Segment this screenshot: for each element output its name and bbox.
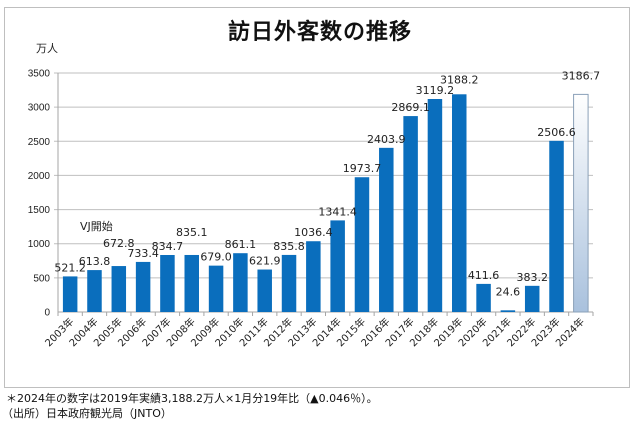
bar	[62, 276, 78, 312]
bar	[500, 310, 516, 312]
bar	[427, 99, 443, 312]
bar	[111, 266, 127, 312]
data-label: 1036.4	[294, 226, 333, 239]
data-label: 672.8	[103, 237, 135, 250]
footnote-estimate: ＊2024年の数字は2019年実績3,188.2万人×1月分19年比（▲0.04…	[6, 392, 378, 405]
y-axis-unit-label: 万人	[36, 42, 58, 55]
data-label: 1341.4	[318, 205, 357, 218]
data-label: 24.6	[496, 285, 521, 298]
data-label: 411.6	[468, 269, 500, 282]
bar	[379, 147, 394, 312]
bar	[354, 177, 370, 312]
data-label: 613.8	[79, 255, 111, 268]
data-label: 1973.7	[343, 162, 382, 175]
data-label: 621.9	[249, 255, 281, 268]
y-tick-label: 0	[44, 308, 50, 319]
data-label: 3186.7	[562, 69, 601, 82]
bar	[233, 253, 248, 312]
bar	[330, 220, 345, 312]
data-label: 679.0	[200, 251, 232, 264]
data-label: 834.7	[152, 240, 184, 253]
chart-title: 訪日外客数の推移	[227, 20, 412, 45]
chart-frame	[4, 7, 630, 388]
data-label: 3119.2	[416, 84, 455, 97]
data-label: 3188.2	[440, 73, 479, 86]
bar	[208, 265, 224, 312]
y-tick-label: 500	[33, 273, 50, 284]
y-tick-label: 1000	[28, 239, 51, 250]
y-tick-label: 3500	[28, 69, 51, 80]
bar	[403, 116, 418, 313]
bar	[160, 255, 175, 312]
bar	[549, 140, 564, 312]
data-label: 835.8	[273, 240, 305, 253]
y-tick-label: 2500	[28, 137, 51, 148]
data-label: 835.1	[176, 226, 208, 239]
bar-estimate	[573, 93, 589, 313]
bar	[524, 285, 540, 312]
bar	[306, 241, 321, 312]
data-label: 2869.1	[391, 101, 430, 114]
bar	[281, 254, 297, 312]
footnote-source: （出所）日本政府観光局（JNTO）	[2, 407, 172, 420]
bar	[476, 283, 491, 312]
data-label: 2403.9	[367, 133, 406, 146]
data-label: 2506.6	[537, 126, 576, 139]
bar	[257, 269, 272, 312]
data-label: 861.1	[225, 238, 257, 251]
y-tick-label: 2000	[28, 171, 51, 182]
y-tick-label: 1500	[28, 205, 51, 216]
bar	[135, 261, 151, 312]
annotation-vj-start: VJ開始	[80, 219, 113, 233]
data-label: 383.2	[516, 271, 548, 284]
bar	[87, 270, 102, 312]
bar	[452, 94, 467, 312]
data-label: 733.4	[127, 247, 159, 260]
y-tick-label: 3000	[28, 103, 51, 114]
data-label: 521.2	[54, 261, 86, 274]
bar	[184, 254, 199, 312]
